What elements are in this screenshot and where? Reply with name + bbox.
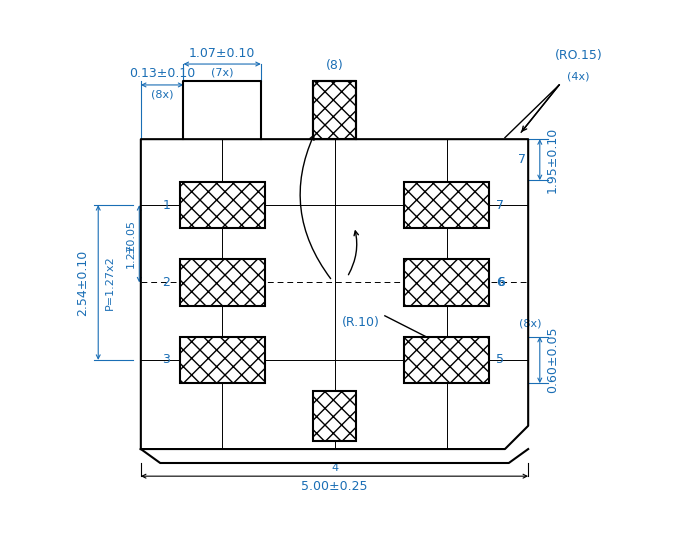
Text: 0.60±0.05: 0.60±0.05 (546, 327, 559, 393)
Text: (R.10): (R.10) (342, 316, 380, 329)
Text: (8x): (8x) (151, 90, 174, 100)
Text: (8x): (8x) (519, 319, 542, 329)
Text: 6: 6 (497, 276, 505, 289)
Bar (180, 182, 265, 228)
Text: (4x): (4x) (567, 71, 590, 81)
Bar (180, 259, 265, 306)
Bar (313, 390, 356, 441)
Bar (404, 182, 489, 228)
Text: 6: 6 (496, 276, 503, 289)
Bar (313, 81, 356, 139)
Text: 1.07±0.10: 1.07±0.10 (189, 47, 256, 60)
Text: 0.13±0.10: 0.13±0.10 (129, 67, 195, 80)
Bar (313, 81, 356, 139)
Bar (180, 182, 265, 228)
Text: 1.95±0.10: 1.95±0.10 (546, 127, 559, 193)
Bar (404, 182, 489, 228)
Text: 5: 5 (496, 354, 503, 366)
Text: (8): (8) (326, 59, 344, 72)
Text: (7x): (7x) (211, 68, 233, 78)
Text: 1.27: 1.27 (125, 243, 135, 268)
Text: 4: 4 (331, 463, 338, 473)
Text: P=1.27x2: P=1.27x2 (104, 255, 114, 310)
Bar (180, 337, 265, 383)
Bar (404, 259, 489, 306)
Text: 2.54±0.10: 2.54±0.10 (76, 249, 89, 316)
Text: 1: 1 (162, 199, 170, 211)
Text: 7: 7 (496, 199, 503, 211)
Text: 3: 3 (162, 354, 170, 366)
Bar (313, 390, 356, 441)
Text: 7: 7 (518, 153, 526, 166)
Bar (180, 259, 265, 306)
Text: (RO.15): (RO.15) (554, 49, 603, 62)
Bar (404, 337, 489, 383)
Text: 2: 2 (162, 276, 170, 289)
Text: 5.00±0.25: 5.00±0.25 (301, 480, 368, 493)
Text: ±0.05: ±0.05 (125, 219, 135, 253)
Bar (404, 337, 489, 383)
Bar (404, 259, 489, 306)
Bar (180, 337, 265, 383)
